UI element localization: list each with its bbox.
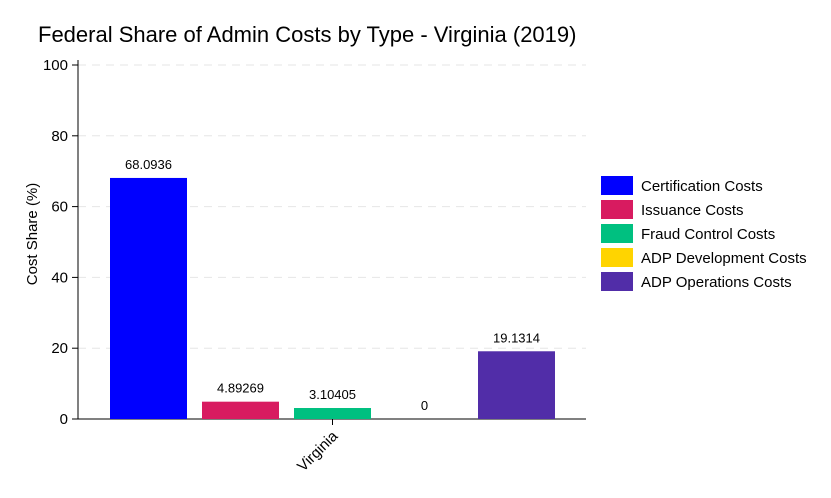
legend-label: ADP Operations Costs [641, 274, 792, 291]
legend-label: Fraud Control Costs [641, 226, 775, 243]
legend-label: ADP Development Costs [641, 250, 807, 267]
bars [110, 177, 555, 419]
y-tick-label: 100 [43, 57, 68, 74]
y-tick-label: 40 [51, 269, 68, 286]
data-label: 19.1314 [493, 330, 540, 345]
data-labels: 68.0936 4.89269 3.10405 0 19.1314 [125, 157, 540, 413]
bar [110, 177, 187, 419]
legend-label: Certification Costs [641, 178, 763, 195]
legend: Certification Costs Issuance Costs Fraud C… [601, 176, 807, 291]
legend-label: Issuance Costs [641, 202, 744, 219]
y-tick-label: 0 [60, 411, 68, 428]
data-label: 68.0936 [125, 157, 172, 172]
legend-swatch [601, 224, 633, 243]
legend-swatch [601, 200, 633, 219]
x-axis: Virginia [78, 418, 586, 475]
y-axis: 0 20 40 60 80 100 [43, 57, 79, 428]
y-tick-label: 20 [51, 340, 68, 357]
bar [478, 351, 555, 419]
data-label: 0 [421, 398, 428, 413]
bar [294, 408, 371, 419]
y-axis-label: Cost Share (%) [24, 183, 41, 286]
data-label: 4.89269 [217, 381, 264, 396]
legend-swatch [601, 272, 633, 291]
y-tick-label: 60 [51, 199, 68, 216]
bar [202, 401, 279, 419]
chart-title: Federal Share of Admin Costs by Type - V… [38, 22, 576, 47]
data-label: 3.10405 [309, 387, 356, 402]
x-tick-label: Virginia [294, 427, 342, 475]
legend-swatch [601, 176, 633, 195]
legend-swatch [601, 248, 633, 267]
y-tick-label: 80 [51, 128, 68, 145]
